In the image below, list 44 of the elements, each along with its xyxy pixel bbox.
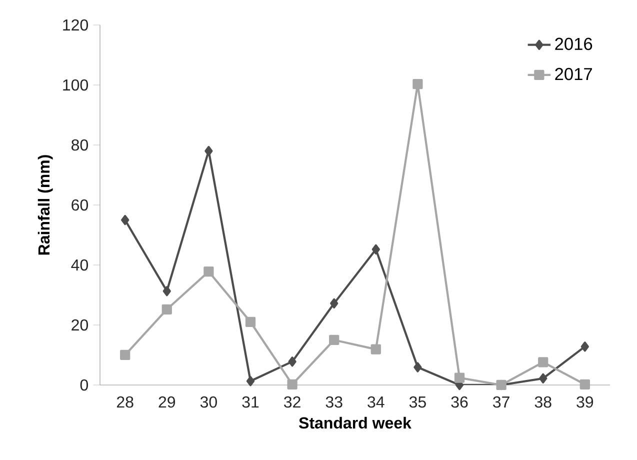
x-tick-label: 37 [493, 396, 510, 408]
point [246, 376, 255, 386]
point [580, 342, 589, 352]
point [539, 373, 548, 384]
y-tick-label: 0 [80, 379, 88, 391]
point [245, 316, 256, 328]
point [120, 350, 130, 360]
point [162, 304, 172, 314]
y-tick-label: 80 [72, 139, 88, 151]
point [162, 286, 171, 296]
y-tick-label: 120 [63, 19, 88, 31]
y-tick-label: 40 [71, 259, 88, 271]
y-tick-label: 20 [72, 319, 88, 331]
point [580, 379, 590, 390]
x-tick-label: 31 [242, 396, 259, 408]
x-tick-label: 39 [576, 396, 594, 408]
x-tick-label: 30 [200, 396, 217, 408]
point [414, 362, 422, 372]
x-axis-title: Standard week [298, 416, 412, 429]
legend-label: 2017 [555, 68, 592, 80]
point [330, 298, 338, 308]
point [204, 146, 213, 156]
point [121, 214, 130, 226]
x-tick-label: 34 [368, 396, 384, 408]
legend-label: 2016 [555, 38, 592, 50]
point [454, 372, 465, 383]
y-tick-label: 100 [63, 79, 88, 91]
y-axis-title: Rainfall (mm) [38, 155, 53, 255]
x-tick-label: 32 [284, 396, 300, 408]
point [288, 356, 296, 367]
x-tick-label: 35 [409, 396, 426, 408]
y-tick-label: 60 [72, 199, 88, 211]
point [204, 266, 214, 277]
x-tick-label: 38 [534, 396, 552, 408]
point [329, 334, 340, 346]
point [287, 379, 298, 390]
x-tick-label: 33 [326, 396, 342, 408]
x-tick-label: 36 [451, 396, 468, 408]
point [370, 344, 381, 354]
point [412, 79, 423, 90]
x-tick-label: 28 [116, 396, 134, 408]
x-tick-label: 29 [158, 396, 176, 408]
point [538, 357, 548, 368]
point [372, 244, 380, 254]
